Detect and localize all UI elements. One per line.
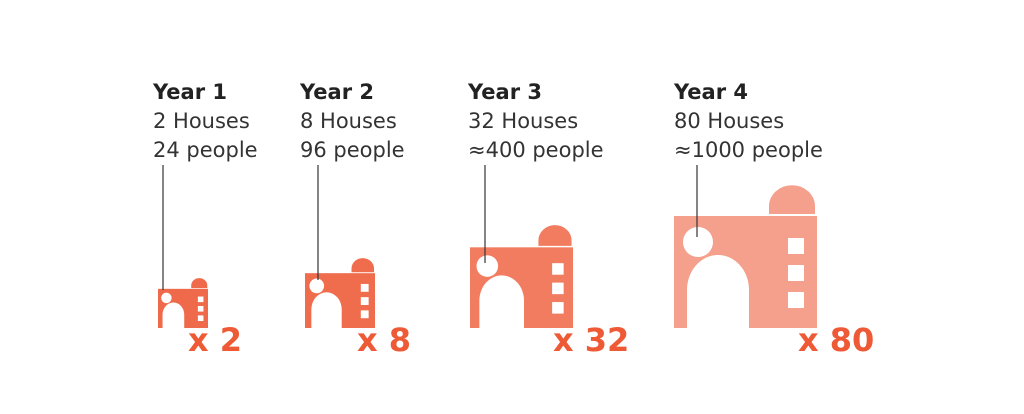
house-icon <box>470 225 573 328</box>
multiplier-label: x 2 <box>188 321 243 359</box>
house-icon <box>158 278 208 328</box>
multiplier-label: x 80 <box>798 321 875 359</box>
year-label: Year 4 <box>674 80 748 104</box>
houses-count: 8 Houses <box>300 109 397 133</box>
houses-count: 80 Houses <box>674 109 785 133</box>
house-icon <box>674 185 817 328</box>
people-count: 96 people <box>300 138 405 162</box>
stage-year-3: Year 3 32 Houses ≈400 people <box>468 78 604 165</box>
house-icon <box>305 258 375 328</box>
stage-year-1: Year 1 2 Houses 24 people <box>153 78 258 165</box>
year-label: Year 2 <box>300 80 374 104</box>
people-count: ≈400 people <box>468 138 604 162</box>
stage-year-4: Year 4 80 Houses ≈1000 people <box>674 78 823 165</box>
multiplier-label: x 32 <box>553 321 630 359</box>
people-count: ≈1000 people <box>674 138 823 162</box>
stage-year-2: Year 2 8 Houses 96 people <box>300 78 405 165</box>
year-label: Year 3 <box>468 80 542 104</box>
houses-count: 2 Houses <box>153 109 250 133</box>
year-label: Year 1 <box>153 80 227 104</box>
houses-count: 32 Houses <box>468 109 579 133</box>
people-count: 24 people <box>153 138 258 162</box>
multiplier-label: x 8 <box>357 321 412 359</box>
